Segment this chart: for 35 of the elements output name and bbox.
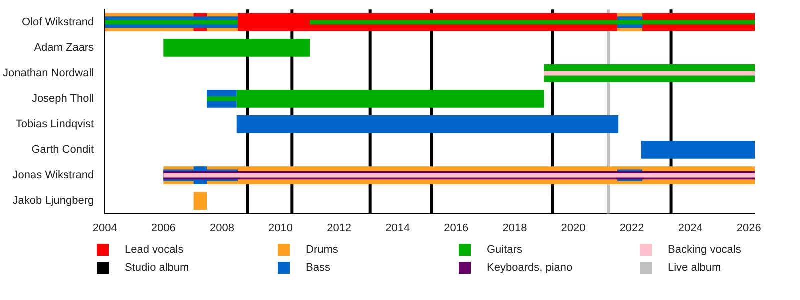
x-tick-label: 2018 xyxy=(502,222,528,234)
legend-label: Drums xyxy=(306,244,338,256)
x-tick-label: 2008 xyxy=(210,222,234,234)
bar xyxy=(105,20,238,25)
bar xyxy=(236,116,619,134)
legend-label: Bass xyxy=(306,262,330,274)
x-tick-label: 2006 xyxy=(151,222,176,234)
x-tick-label: 2010 xyxy=(268,222,293,234)
x-tick-label: 2024 xyxy=(678,222,703,234)
legend-label: Live album xyxy=(668,262,722,274)
bar xyxy=(641,141,755,159)
legend-label: Lead vocals xyxy=(125,244,184,256)
legend-label: Backing vocals xyxy=(668,244,742,256)
x-tick-label: 2020 xyxy=(561,222,586,234)
x-tick-label: 2014 xyxy=(386,222,410,234)
legend-label: Keyboards, piano xyxy=(487,262,573,274)
x-tick-label: 2012 xyxy=(327,222,352,234)
y-tick-label: Jonas Wikstrand xyxy=(12,170,94,182)
y-tick-label: Jakob Ljungberg xyxy=(12,195,94,208)
bar xyxy=(164,38,310,57)
bar xyxy=(194,192,207,210)
legend-label: Studio album xyxy=(125,262,190,274)
y-tick-label: Olof Wikstrand xyxy=(22,16,94,28)
y-tick-label: Garth Condit xyxy=(32,144,94,156)
x-tick-label: 2016 xyxy=(444,222,469,234)
legend-label: Guitars xyxy=(487,244,522,256)
x-tick-label: 2022 xyxy=(620,222,644,234)
bar xyxy=(544,71,755,76)
y-tick-label: Jonathan Nordwall xyxy=(2,67,94,80)
bar xyxy=(310,20,755,25)
y-tick-label: Joseph Tholl xyxy=(32,92,94,105)
x-tick-label: 2026 xyxy=(736,222,762,234)
x-tick-label: 2004 xyxy=(92,222,118,234)
y-tick-label: Tobias Lindqvist xyxy=(16,118,94,130)
y-tick-label: Adam Zaars xyxy=(34,42,95,54)
